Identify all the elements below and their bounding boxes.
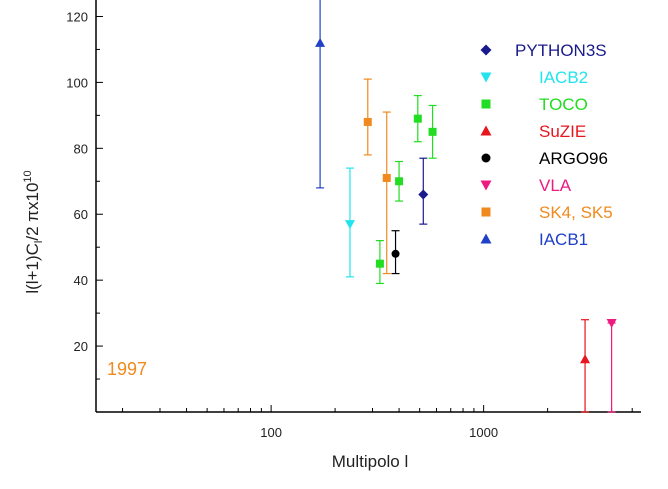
y-tick-label: 80: [74, 141, 88, 156]
legend-marker: [480, 72, 492, 83]
y-tick-label: 20: [74, 339, 88, 354]
legend-marker: [480, 125, 492, 136]
legend-label: IACB1: [539, 230, 588, 249]
series-argo96: [391, 230, 400, 275]
legend-item: PYTHON3S: [480, 41, 607, 60]
data-point: [395, 177, 404, 186]
data-point: [382, 173, 391, 182]
x-tick-label: 1000: [469, 425, 498, 440]
series-suzie: [580, 319, 591, 413]
x-tick-label: 100: [260, 425, 282, 440]
legend-item: SK4, SK5: [481, 203, 613, 222]
series-sk4-sk5: [363, 78, 391, 275]
legend-label: PYTHON3S: [515, 41, 607, 60]
series-iacb1: [315, 0, 326, 189]
data-point: [315, 37, 326, 47]
legend-marker: [480, 44, 492, 56]
data-point: [391, 249, 400, 258]
data-point: [363, 117, 372, 126]
data-point: [413, 114, 422, 123]
y-axis-title: l(l+1)Cl/2 πx1010: [22, 170, 45, 293]
legend-marker: [480, 233, 492, 244]
legend-label: VLA: [539, 176, 572, 195]
series-toco: [375, 94, 437, 285]
series-iacb2: [344, 167, 355, 278]
series-vla: [606, 319, 617, 413]
series-python3s: [418, 157, 429, 225]
legend-label: IACB2: [539, 68, 588, 87]
data-point: [375, 259, 384, 268]
y-tick-label: 100: [66, 75, 88, 90]
legend-label: ARGO96: [539, 149, 608, 168]
data-point: [344, 220, 355, 230]
data-point: [606, 319, 617, 329]
y-tick-label: 120: [66, 9, 88, 24]
data-point: [580, 354, 591, 364]
data-point: [428, 127, 437, 136]
axes: 20 40 60 80 100 120 100 1000: [66, 0, 641, 440]
data-point: [418, 189, 429, 200]
legend-item: ARGO96: [481, 149, 608, 168]
y-tick-label: 60: [74, 207, 88, 222]
legend-item: IACB2: [480, 68, 588, 87]
legend-marker: [481, 153, 491, 163]
legend-marker: [480, 180, 492, 191]
legend-item: SuZIE: [480, 122, 586, 141]
x-axis-title: Multipolo l: [332, 452, 409, 471]
y-tick-label: 40: [74, 273, 88, 288]
legend: PYTHON3S IACB2 TOCO SuZIE ARGO96 VLA SK4, SK5 I…: [480, 41, 613, 249]
year-annotation: 1997: [107, 359, 147, 379]
legend-label: SK4, SK5: [539, 203, 613, 222]
legend-label: TOCO: [539, 95, 588, 114]
legend-item: VLA: [480, 176, 572, 195]
legend-item: IACB1: [480, 230, 588, 249]
legend-marker: [481, 207, 491, 217]
series-layer: [315, 0, 617, 413]
legend-marker: [481, 99, 491, 109]
legend-item: TOCO: [481, 95, 588, 114]
legend-label: SuZIE: [539, 122, 586, 141]
